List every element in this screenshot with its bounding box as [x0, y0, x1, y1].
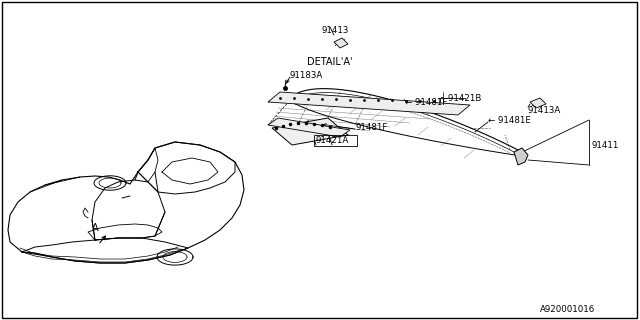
Polygon shape: [514, 148, 528, 165]
Text: A: A: [92, 223, 99, 233]
Text: A920001016: A920001016: [540, 306, 595, 315]
Text: 91481F: 91481F: [355, 123, 387, 132]
Polygon shape: [334, 38, 348, 48]
Text: 91413A: 91413A: [528, 106, 561, 115]
Text: 91411: 91411: [591, 140, 618, 149]
Polygon shape: [272, 118, 348, 145]
Text: ┤ 91421B: ┤ 91421B: [440, 93, 481, 103]
Text: 91183A: 91183A: [290, 70, 323, 79]
Text: 91413: 91413: [322, 26, 349, 35]
Text: DETAIL'A': DETAIL'A': [307, 57, 353, 67]
Polygon shape: [530, 98, 546, 108]
Polygon shape: [268, 92, 470, 115]
Text: ← 91481E: ← 91481E: [488, 116, 531, 124]
Text: ← 91481F: ← 91481F: [405, 98, 447, 107]
Polygon shape: [268, 118, 350, 137]
Text: 91421A: 91421A: [316, 135, 349, 145]
